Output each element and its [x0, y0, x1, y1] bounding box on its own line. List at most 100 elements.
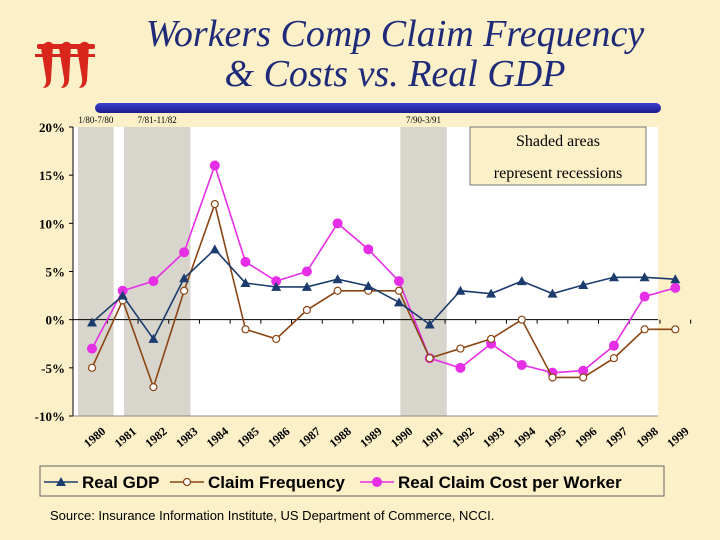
data-point [424, 319, 435, 329]
data-point [609, 354, 619, 363]
series-claim-frequency [87, 199, 680, 392]
data-point [87, 317, 97, 327]
recession-band [400, 127, 447, 416]
x-tick-label: 1980 [81, 424, 108, 450]
x-tick-label: 1989 [357, 424, 384, 450]
title-line-2: & Costs vs. Real GDP [224, 53, 566, 95]
data-point [608, 340, 619, 351]
data-point [425, 354, 434, 363]
data-point [372, 477, 382, 487]
x-tick-label: 1983 [173, 424, 200, 450]
y-tick-label: 5% [46, 265, 66, 280]
x-tick-label: 1994 [511, 424, 538, 450]
recession-label: 1/80-7/80 [78, 115, 113, 125]
data-point [180, 286, 189, 295]
data-point [363, 280, 374, 290]
data-point [639, 291, 650, 302]
data-point [209, 160, 220, 171]
data-point [179, 247, 190, 258]
x-tick-label: 1988 [327, 424, 354, 450]
title-line-1: Workers Comp Claim Frequency [145, 13, 645, 55]
legend-label: Real GDP [82, 473, 159, 492]
data-point [301, 281, 312, 291]
x-tick-label: 1991 [419, 424, 446, 450]
data-point [671, 325, 680, 334]
data-point [117, 290, 128, 300]
data-point [333, 286, 342, 295]
y-tick-label: 10% [39, 216, 65, 231]
data-point [271, 276, 282, 287]
data-point [640, 325, 649, 334]
data-point [332, 274, 343, 284]
data-point [332, 218, 343, 229]
y-tick-label: 15% [39, 168, 65, 183]
data-point [56, 477, 66, 486]
data-point [578, 279, 589, 289]
data-point [241, 325, 250, 334]
data-point [517, 315, 526, 324]
shaded-note-line-1: Shaded areas [516, 133, 600, 150]
y-tick-label: 0% [46, 313, 66, 328]
data-point [271, 281, 282, 291]
data-point [182, 477, 192, 487]
data-point [87, 363, 97, 372]
data-point [394, 297, 404, 307]
y-tick-label: -10% [35, 409, 65, 424]
data-point [301, 266, 312, 277]
x-tick-label: 1998 [634, 424, 661, 450]
x-tick-label: 1987 [296, 424, 323, 450]
y-tick-label: -5% [41, 361, 65, 376]
x-tick-label: 1984 [204, 424, 231, 450]
data-point [456, 344, 465, 353]
series-line [91, 163, 676, 374]
data-point [578, 365, 589, 376]
shaded-note-line-2: represent recessions [494, 165, 622, 182]
recession-band [124, 127, 191, 416]
data-point [148, 333, 159, 343]
data-point [608, 272, 619, 282]
legend-label: Claim Frequency [208, 473, 346, 492]
data-point [149, 383, 158, 392]
recession-label: 7/90-3/91 [406, 115, 441, 125]
data-point [547, 288, 558, 298]
data-point [394, 276, 404, 287]
x-tick-label: 1996 [572, 424, 599, 450]
source-note: Source: Insurance Information Institute,… [50, 508, 495, 523]
y-tick-label: 20% [39, 120, 65, 135]
data-point [579, 373, 588, 382]
x-tick-label: 1995 [541, 424, 568, 450]
iii-logo [35, 41, 95, 88]
x-tick-label: 1992 [449, 424, 476, 450]
recession-label: 7/81-11/82 [138, 115, 177, 125]
series-line [91, 248, 676, 341]
series-line [91, 201, 676, 390]
data-point [240, 256, 251, 267]
x-tick-label: 1993 [480, 424, 507, 450]
data-point [179, 273, 190, 283]
x-tick-label: 1999 [664, 424, 691, 450]
data-point [670, 274, 681, 284]
data-point [302, 305, 311, 315]
data-point [516, 276, 527, 286]
data-point [210, 199, 219, 209]
data-point [363, 244, 374, 255]
page-title: Workers Comp Claim Frequency & Costs vs.… [95, 14, 695, 94]
data-point [455, 362, 466, 373]
x-tick-label: 1982 [142, 424, 169, 450]
x-tick-label: 1981 [112, 424, 139, 450]
series-real-claim-cost-per-worker [87, 160, 681, 378]
data-point [455, 285, 466, 295]
legend-note-box [469, 126, 647, 186]
data-point [87, 343, 97, 354]
data-point [209, 244, 220, 254]
data-point [148, 276, 159, 287]
x-tick-label: 1990 [388, 424, 415, 450]
data-point [486, 288, 497, 298]
data-point [394, 286, 404, 295]
x-tick-label: 1985 [234, 424, 261, 450]
recession-band [78, 127, 114, 416]
x-tick-label: 1997 [603, 424, 630, 450]
legend-label: Real Claim Cost per Worker [398, 473, 622, 492]
legend-box [39, 465, 665, 497]
